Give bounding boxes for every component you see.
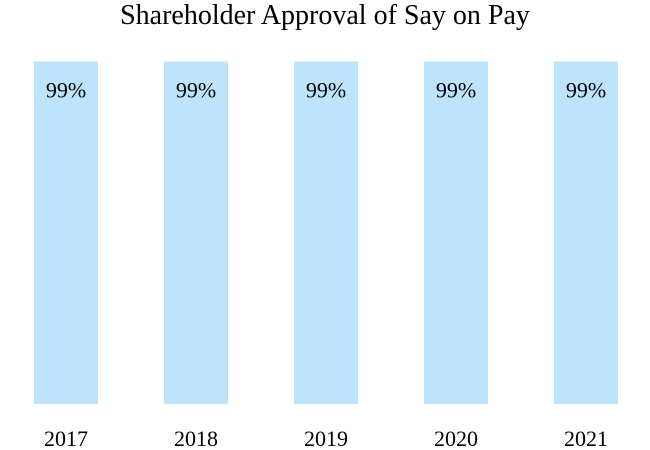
- x-tick-label-2020: 2020: [434, 426, 478, 450]
- bar-2020: [424, 61, 488, 405]
- data-label-2021: 99%: [566, 77, 606, 102]
- chart-title: Shareholder Approval of Say on Pay: [120, 0, 530, 31]
- data-label-2017: 99%: [46, 77, 86, 102]
- x-tick-label-2018: 2018: [174, 426, 218, 450]
- x-tick-label-2019: 2019: [304, 426, 348, 450]
- data-label-2020: 99%: [436, 77, 476, 102]
- x-tick-label-2017: 2017: [44, 426, 88, 450]
- bar-2017: [34, 61, 98, 405]
- bar-2018: [164, 61, 228, 405]
- x-tick-label-2021: 2021: [564, 426, 608, 450]
- data-label-2018: 99%: [176, 77, 216, 102]
- bar-2019: [294, 61, 358, 405]
- bar-2021: [554, 61, 618, 405]
- data-label-2019: 99%: [306, 77, 346, 102]
